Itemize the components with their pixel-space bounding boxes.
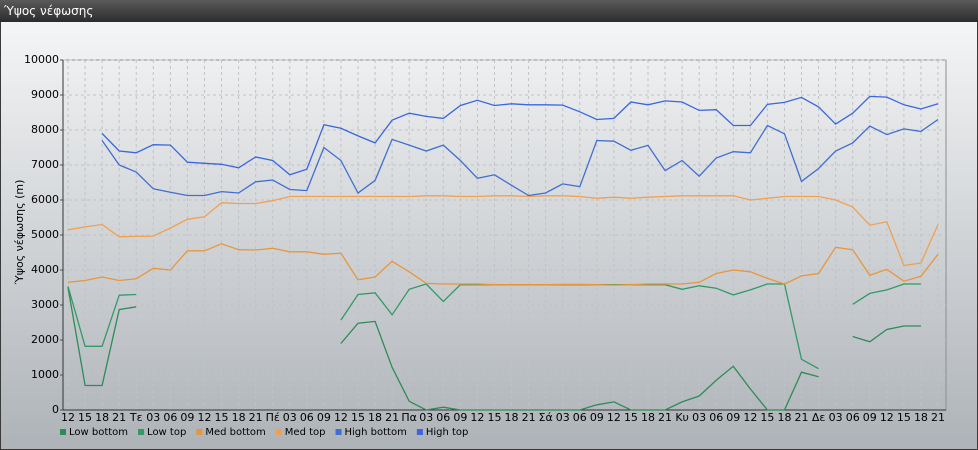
- x-tick-label: 06: [163, 411, 177, 424]
- x-tick-label: 03: [692, 411, 706, 424]
- x-tick-label: 06: [300, 411, 314, 424]
- x-tick-label: 18: [641, 411, 655, 424]
- x-tick-label: 15: [487, 411, 501, 424]
- y-tick-label: 7000: [31, 158, 59, 171]
- x-tick-label: 12: [61, 411, 75, 424]
- x-tick-label: 12: [470, 411, 484, 424]
- legend-swatch: [138, 429, 145, 435]
- x-tick-label: 09: [180, 411, 194, 424]
- y-tick-label: 9000: [31, 88, 59, 101]
- x-tick-label: 09: [317, 411, 331, 424]
- x-tick-label: 15: [215, 411, 229, 424]
- x-tick-label: Τε: [129, 411, 143, 424]
- x-tick-label: 18: [777, 411, 791, 424]
- legend-swatch: [275, 429, 282, 435]
- series-line: [101, 95, 939, 176]
- x-tick-label: 03: [556, 411, 570, 424]
- x-tick-label: 21: [249, 411, 263, 424]
- legend-label: Med top: [285, 427, 326, 438]
- y-tick-label: 8000: [31, 123, 59, 136]
- legend-label: Low bottom: [69, 427, 128, 438]
- y-tick-label: 6000: [31, 193, 59, 206]
- x-tick-label: 09: [863, 411, 877, 424]
- x-tick-label: 18: [505, 411, 519, 424]
- x-tick-label: 06: [436, 411, 450, 424]
- legend-swatch: [60, 429, 66, 435]
- series-line: [101, 118, 939, 197]
- x-tick-label: 06: [573, 411, 587, 424]
- x-tick-label: 03: [146, 411, 160, 424]
- legend-label: High top: [426, 427, 469, 438]
- x-tick-label: 06: [709, 411, 723, 424]
- x-tick-label: 09: [726, 411, 740, 424]
- x-tick-label: 18: [914, 411, 928, 424]
- x-tick-label: 15: [78, 411, 92, 424]
- legend-label: Med bottom: [205, 427, 265, 438]
- x-tick-label: 21: [112, 411, 126, 424]
- y-tick-label: 2000: [31, 333, 59, 346]
- y-tick-label: 4000: [31, 263, 59, 276]
- chart: Ύψος νέφωσης (m) 0 1000 2000 3000 4000 5000 60…: [1, 22, 977, 449]
- legend-label: High bottom: [345, 427, 407, 438]
- series-line: [67, 287, 921, 411]
- y-tick-label: 10000: [24, 53, 59, 66]
- x-tick-label: Δε: [812, 411, 826, 424]
- y-axis-label: Ύψος νέφωσης (m): [13, 180, 26, 286]
- x-tick-label: 21: [931, 411, 945, 424]
- x-tick-label: 15: [624, 411, 638, 424]
- x-tick-label: 21: [795, 411, 809, 424]
- x-tick-label: 18: [95, 411, 109, 424]
- legend-swatch: [335, 429, 342, 435]
- x-tick-label: 15: [897, 411, 911, 424]
- x-tick-label: 18: [368, 411, 382, 424]
- x-tick-label: 09: [590, 411, 604, 424]
- x-tick-label: 15: [351, 411, 365, 424]
- x-tick-label: 12: [743, 411, 757, 424]
- x-tick-label: 03: [419, 411, 433, 424]
- x-tick-label: Πέ: [266, 411, 280, 424]
- series-line: [67, 243, 939, 286]
- x-tick-label: 12: [880, 411, 894, 424]
- legend-label: Low top: [147, 427, 186, 438]
- x-tick-label: 06: [846, 411, 860, 424]
- x-tick-label: Κυ: [675, 411, 689, 424]
- x-tick-label: Πα: [401, 411, 417, 424]
- legend-swatch: [416, 429, 423, 435]
- y-tick-label: 1000: [31, 368, 59, 381]
- x-tick-label: 12: [607, 411, 621, 424]
- x-tick-label: 21: [385, 411, 399, 424]
- y-tick-label: 5000: [31, 228, 59, 241]
- x-tick-label: 12: [334, 411, 348, 424]
- y-tick-label: 3000: [31, 298, 59, 311]
- y-tick-label: 0: [52, 403, 59, 416]
- x-tick-label: Σά: [539, 411, 553, 424]
- x-tick-label: 21: [522, 411, 536, 424]
- legend-swatch: [196, 429, 203, 435]
- x-tick-label: 03: [829, 411, 843, 424]
- series-line: [67, 195, 939, 267]
- window-title: Ύψος νέφωσης: [0, 0, 978, 22]
- x-tick-label: 09: [453, 411, 467, 424]
- x-tick-label: 18: [232, 411, 246, 424]
- x-tick-label: 15: [760, 411, 774, 424]
- x-tick-label: 03: [283, 411, 297, 424]
- x-tick-label: 21: [658, 411, 672, 424]
- x-tick-label: 12: [197, 411, 211, 424]
